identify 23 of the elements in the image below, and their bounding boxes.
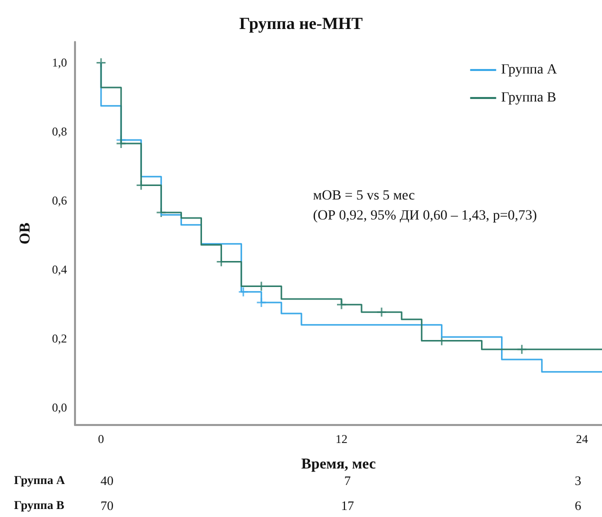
text: 40: [100, 473, 114, 488]
y-tick-label: 0,6: [52, 194, 67, 208]
chart-title: Группа не-МНТ: [239, 14, 364, 33]
text: 7: [344, 473, 352, 488]
legend-label: Группа B: [501, 90, 556, 106]
legend-label: Группа A: [501, 62, 558, 78]
x-axis-title: Время, мес: [301, 456, 376, 472]
x-tick-label: 24: [576, 432, 588, 446]
annotation: мОВ = 5 vs 5 мес (ОР 0,92, 95% ДИ 0,60 – 1,43, p=0,73): [313, 188, 538, 224]
text: 3: [574, 473, 582, 488]
y-tick-label: 0,4: [52, 262, 67, 277]
x-tick-label: 12: [336, 432, 348, 446]
y-tick-label: 0,0: [52, 400, 67, 415]
y-axis-title: ОВ: [18, 222, 34, 244]
y-tick-label: 0,2: [52, 332, 67, 346]
text: 6: [574, 498, 582, 513]
y-tick-label: 0,8: [52, 124, 67, 139]
text: Группа B: [14, 498, 64, 512]
text: 17: [341, 498, 355, 513]
y-tick-label: 1,0: [52, 56, 67, 70]
text: Группа A: [14, 473, 65, 487]
text: 70: [100, 498, 114, 513]
x-tick-label: 0: [98, 432, 104, 446]
